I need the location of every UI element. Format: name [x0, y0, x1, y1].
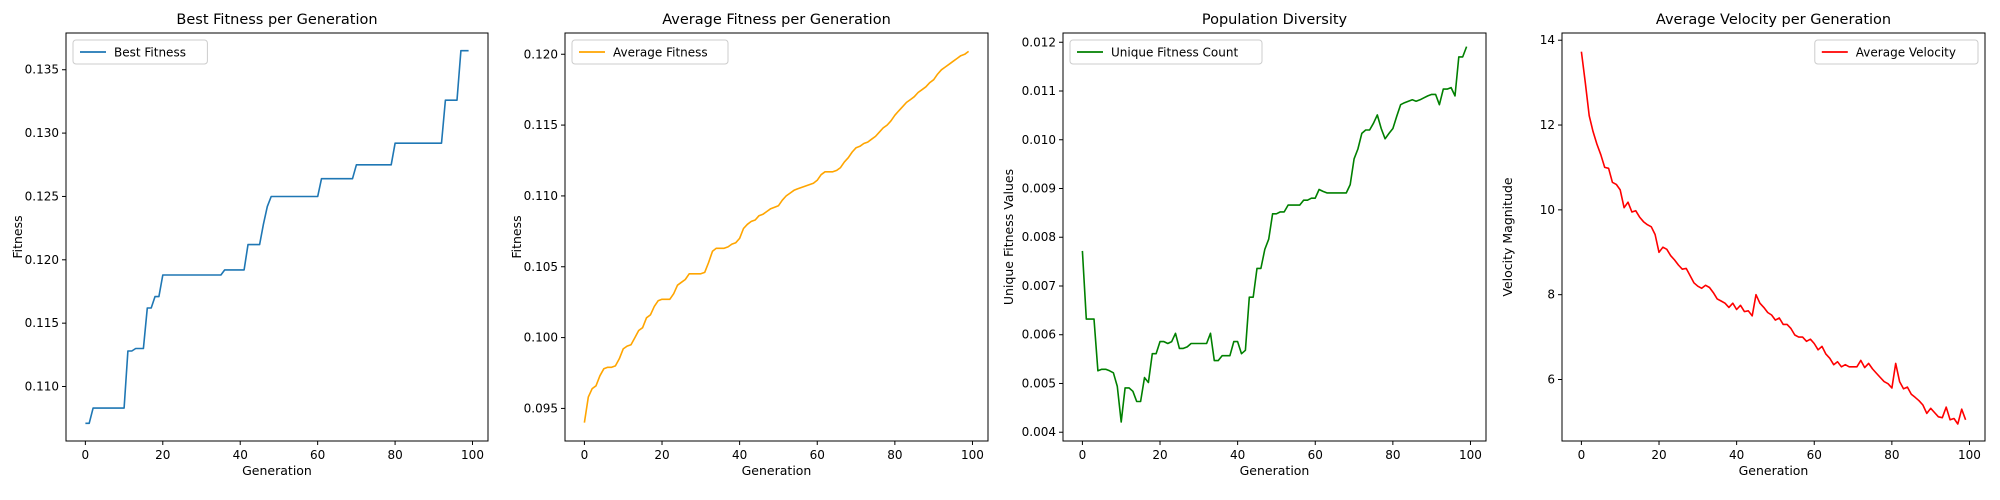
legend-box: [72, 39, 208, 65]
chart-title: Average Velocity per Generation: [1656, 12, 1891, 28]
legend-label: Best Fitness: [114, 46, 186, 60]
x-tick-label: 60: [1308, 448, 1323, 462]
y-tick-label: 6: [1547, 373, 1555, 387]
legend-box: [571, 39, 729, 65]
y-tick-label: 0.008: [1022, 230, 1056, 244]
series-line-1: [85, 49, 469, 425]
x-tick-label: 100: [961, 448, 984, 462]
x-tick-label: 20: [1651, 448, 1666, 462]
y-tick-label: 14: [1540, 33, 1555, 47]
y-tick-label: 0.095: [524, 401, 558, 415]
y-tick-label: 0.115: [25, 316, 59, 330]
series-line-1: [1580, 51, 1967, 425]
y-tick-label: 0.135: [25, 63, 59, 77]
y-tick-label: 0.012: [1022, 35, 1056, 49]
chart-title: Population Diversity: [1202, 12, 1348, 28]
chart-title: Best Fitness per Generation: [176, 12, 377, 28]
chart-panel-3: 0 20 40 60 80 100 0.004 0.005 0.006 0.007 0.008 0.0…: [1001, 12, 1487, 478]
x-tick-label: 100: [1958, 448, 1981, 462]
y-tick-label: 0.005: [1022, 376, 1056, 390]
y-axis-label: Fitness: [509, 215, 524, 258]
x-tick-label: 0: [82, 448, 90, 462]
chart-panel-4: 0 20 40 60 80 100 6 8 10 12 14 Average Velocity per…: [1500, 12, 1986, 478]
x-tick-label: 0: [1578, 448, 1586, 462]
y-tick-label: 0.010: [1022, 133, 1056, 147]
y-tick-label: 8: [1547, 288, 1555, 302]
x-tick-label: 100: [1459, 448, 1482, 462]
axes-frame: [564, 32, 989, 442]
x-tick-label: 60: [310, 448, 325, 462]
x-tick-label: 60: [1807, 448, 1822, 462]
series-line-1: [1081, 46, 1468, 423]
x-tick-label: 40: [233, 448, 248, 462]
axes-frame: [1561, 32, 1986, 442]
y-tick-label: 0.100: [524, 331, 558, 345]
x-tick-label: 60: [810, 448, 825, 462]
x-tick-label: 0: [1079, 448, 1087, 462]
y-axis-label: Velocity Magnitude: [1500, 177, 1515, 297]
x-axis-label: Generation: [742, 463, 812, 478]
legend: Unique Fitness Count: [1069, 39, 1263, 65]
y-tick-label: 0.011: [1022, 84, 1056, 98]
y-tick-label: 0.007: [1022, 279, 1056, 293]
x-tick-label: 80: [1884, 448, 1899, 462]
y-tick-label: 0.009: [1022, 181, 1056, 195]
y-tick-label: 0.105: [524, 260, 558, 274]
y-tick-label: 0.120: [524, 47, 558, 61]
legend-label: Average Fitness: [613, 46, 708, 60]
y-axis-label: Unique Fitness Values: [1001, 169, 1016, 305]
y-axis-label: Fitness: [10, 215, 25, 258]
axes-frame: [1062, 32, 1487, 442]
x-tick-label: 20: [654, 448, 669, 462]
y-tick-label: 0.125: [25, 189, 59, 203]
x-axis-label: Generation: [242, 463, 312, 478]
chart-title: Average Fitness per Generation: [662, 12, 891, 28]
series-line-1: [583, 50, 970, 423]
x-tick-label: 80: [887, 448, 902, 462]
legend-box: [1069, 39, 1263, 65]
legend: Average Velocity: [1814, 39, 1979, 65]
x-tick-label: 20: [155, 448, 170, 462]
legend-label: Average Velocity: [1856, 46, 1956, 60]
y-tick-label: 0.004: [1022, 425, 1056, 439]
y-tick-label: 0.120: [25, 253, 59, 267]
x-axis-label: Generation: [1739, 463, 1809, 478]
legend-box: [1814, 39, 1979, 65]
x-tick-label: 0: [581, 448, 589, 462]
legend-label: Unique Fitness Count: [1111, 46, 1238, 60]
legend: Best Fitness: [72, 39, 208, 65]
y-tick-label: 10: [1540, 203, 1555, 217]
x-tick-label: 40: [1729, 448, 1744, 462]
x-tick-label: 100: [461, 448, 484, 462]
chart-panel-2: 0 20 40 60 80 100 0.095 0.100 0.105 0.110 0.115 0.1…: [509, 12, 989, 478]
y-tick-label: 12: [1540, 118, 1555, 132]
y-tick-label: 0.130: [25, 126, 59, 140]
y-tick-label: 0.110: [25, 380, 59, 394]
y-tick-label: 0.110: [524, 189, 558, 203]
x-tick-label: 40: [1230, 448, 1245, 462]
x-tick-label: 80: [387, 448, 402, 462]
axes-frame: [65, 32, 489, 442]
x-tick-label: 20: [1152, 448, 1167, 462]
chart-panel-1: 0 20 40 60 80 100 0.110 0.115 0.120 0.125 0.130 0.1…: [10, 12, 489, 478]
y-tick-label: 0.006: [1022, 328, 1056, 342]
legend: Average Fitness: [571, 39, 729, 65]
x-tick-label: 80: [1385, 448, 1400, 462]
x-tick-label: 40: [732, 448, 747, 462]
x-axis-label: Generation: [1240, 463, 1310, 478]
y-tick-label: 0.115: [524, 118, 558, 132]
